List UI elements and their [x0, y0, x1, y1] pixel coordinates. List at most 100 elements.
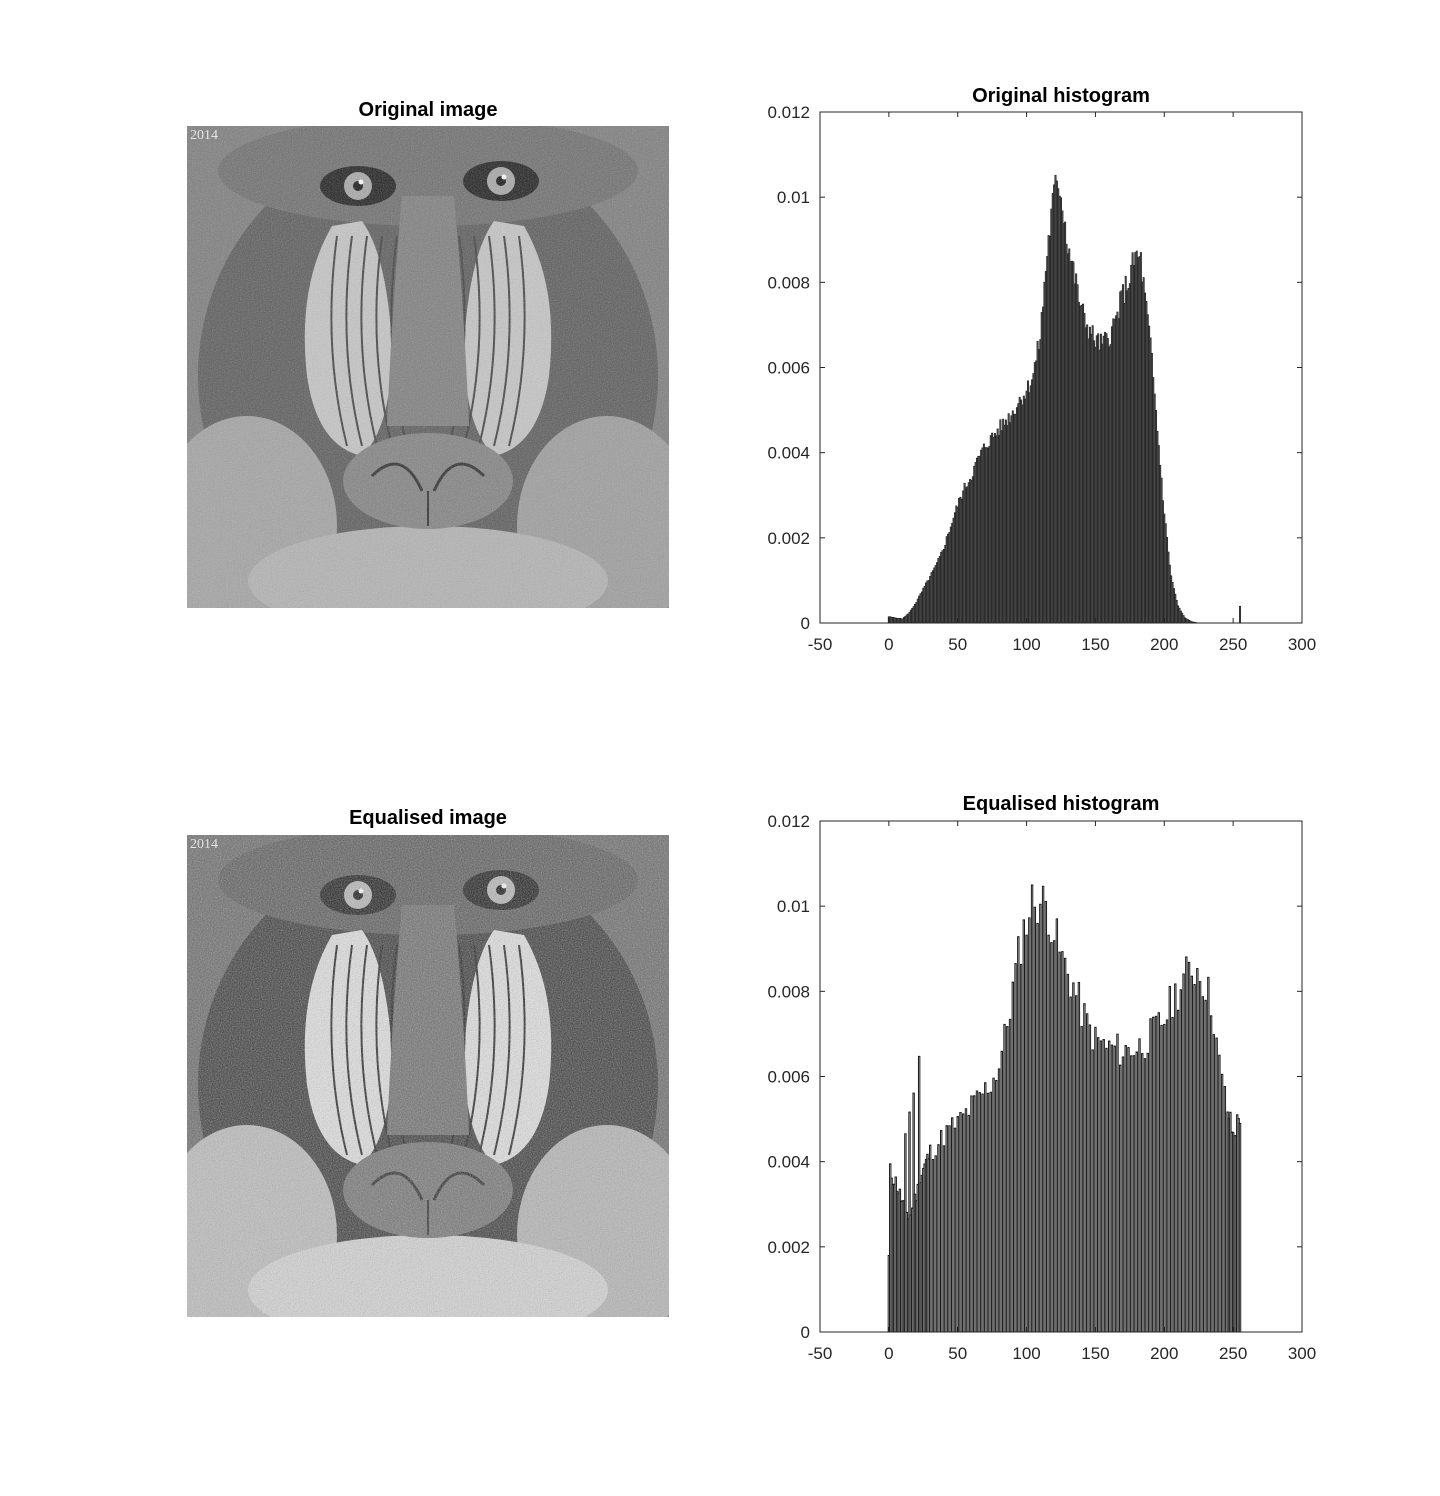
histogram-bar: [1006, 1026, 1009, 1333]
image-watermark: 2014: [190, 128, 218, 143]
histogram-bar: [1176, 1009, 1180, 1333]
y-tick-label: 0.002: [767, 1238, 810, 1257]
histogram-bar: [997, 1068, 1001, 1333]
histogram-bar: [1011, 981, 1014, 1333]
histogram-bar: [1132, 1055, 1136, 1333]
histogram-bar: [1121, 1056, 1125, 1333]
x-tick-label: 250: [1219, 1344, 1247, 1363]
histogram-bar: [1116, 1033, 1119, 1333]
histogram-bar: [1069, 996, 1072, 1333]
histogram-bar: [1218, 1054, 1221, 1333]
histogram-bar: [1014, 963, 1017, 1333]
histogram-bars: [887, 884, 1242, 1333]
histogram-bar: [970, 1095, 973, 1333]
histogram-bar: [1096, 1037, 1100, 1333]
histogram-bar: [1055, 918, 1059, 1333]
histogram-bar: [984, 1082, 987, 1333]
y-tick-label: 0: [801, 614, 810, 633]
x-tick-label: 200: [1150, 1344, 1178, 1363]
equalised-image: 2014: [187, 835, 669, 1317]
histogram-bar: [1209, 1015, 1213, 1333]
histogram-bar: [945, 1125, 948, 1333]
histogram-bar: [1168, 985, 1171, 1333]
histogram-bar: [1171, 1016, 1174, 1333]
histogram-bar: [1025, 934, 1028, 1333]
histogram-bar: [1238, 1122, 1242, 1333]
histogram-bar: [1135, 1051, 1138, 1333]
histogram-bar: [1039, 903, 1042, 1333]
histogram-bar: [992, 1077, 995, 1333]
histogram-bar: [1212, 1034, 1216, 1333]
histogram-bar: [1130, 1055, 1133, 1333]
y-tick-label: 0.012: [767, 812, 810, 831]
histogram-bar: [1127, 1047, 1130, 1333]
histogram-bar: [1105, 1047, 1108, 1333]
histogram-bar: [1223, 1086, 1227, 1333]
equalised-histogram-chart: -50 0 50 100 150 200 250 300 0 0.002 0.004 0.006 0.0…: [767, 812, 1316, 1363]
histogram-bar: [1108, 1040, 1111, 1333]
histogram-bar: [1044, 900, 1048, 1333]
x-tick-label: -50: [808, 1344, 833, 1363]
histogram-bar: [1190, 975, 1194, 1333]
histogram-bar: [1152, 1016, 1155, 1333]
histogram-bar: [1204, 999, 1207, 1333]
histogram-bar: [928, 1144, 932, 1333]
histogram-bar: [959, 1112, 962, 1333]
original-histogram-chart: -50 0 50 100 150 200 250 300 0 0.002 0.004 0.006 0.0…: [767, 103, 1316, 654]
histogram-bar: [1074, 995, 1078, 1333]
histogram-bar: [1182, 973, 1185, 1333]
y-tick-label: 0.01: [777, 188, 810, 207]
histogram-bar: [1102, 1039, 1105, 1333]
y-tick-label: 0.006: [767, 359, 810, 378]
histogram-bar: [1000, 1050, 1003, 1333]
histogram-bar: [1066, 973, 1070, 1333]
histogram-bar: [1113, 1045, 1116, 1333]
histogram-bar: [1088, 1024, 1092, 1333]
histogram-bars: [887, 174, 1242, 624]
histogram-bar: [1143, 1058, 1147, 1333]
histogram-bar: [1160, 1024, 1163, 1333]
histogram-bar: [1196, 967, 1199, 1333]
histogram-bar: [1008, 1018, 1012, 1333]
x-tick-label: 0: [884, 1344, 893, 1363]
histogram-bar: [995, 1079, 998, 1333]
histogram-bar: [1163, 1023, 1166, 1333]
histogram-bar: [1041, 885, 1045, 1333]
histogram-bar: [1050, 942, 1053, 1333]
x-tick-label: 250: [1219, 635, 1247, 654]
histogram-bar: [989, 1091, 992, 1333]
histogram-bar: [1124, 1045, 1127, 1333]
histogram-bar: [973, 1095, 976, 1333]
histogram-bar: [1193, 984, 1196, 1333]
y-tick-label: 0.008: [767, 982, 810, 1001]
histogram-bar: [1052, 940, 1056, 1333]
x-tick-label: 150: [1081, 635, 1109, 654]
equalised-histogram-title: Equalised histogram: [962, 793, 1160, 815]
equalised-image-title: Equalised image: [349, 807, 507, 829]
histogram-bar: [951, 1117, 954, 1333]
histogram-bar: [1003, 1023, 1006, 1333]
histogram-bar: [1207, 976, 1210, 1333]
x-tick-label: -50: [808, 635, 833, 654]
histogram-bar: [1047, 934, 1050, 1333]
histogram-bar: [1157, 1012, 1160, 1333]
x-tick-label: 0: [884, 635, 893, 654]
histogram-bar: [956, 1116, 959, 1333]
x-tick-label: 100: [1012, 635, 1040, 654]
y-tick-label: 0.012: [767, 103, 810, 122]
histogram-bar: [942, 1145, 946, 1333]
histogram-bar: [1094, 1026, 1097, 1333]
y-tick-label: 0.008: [767, 273, 810, 292]
histogram-bar: [1017, 936, 1020, 1333]
histogram-bar: [1028, 917, 1031, 1333]
histogram-bar: [1099, 1040, 1103, 1333]
histogram-bar: [1119, 1064, 1122, 1333]
original-histogram-title: Original histogram: [972, 85, 1150, 107]
x-tick-label: 50: [948, 1344, 967, 1363]
y-tick-label: 0.002: [767, 529, 810, 548]
histogram-bar: [986, 1092, 990, 1333]
histogram-bar: [1146, 1052, 1149, 1333]
histogram-bar: [967, 1114, 970, 1333]
histogram-bar: [937, 1144, 940, 1333]
x-tick-label: 100: [1012, 1344, 1040, 1363]
